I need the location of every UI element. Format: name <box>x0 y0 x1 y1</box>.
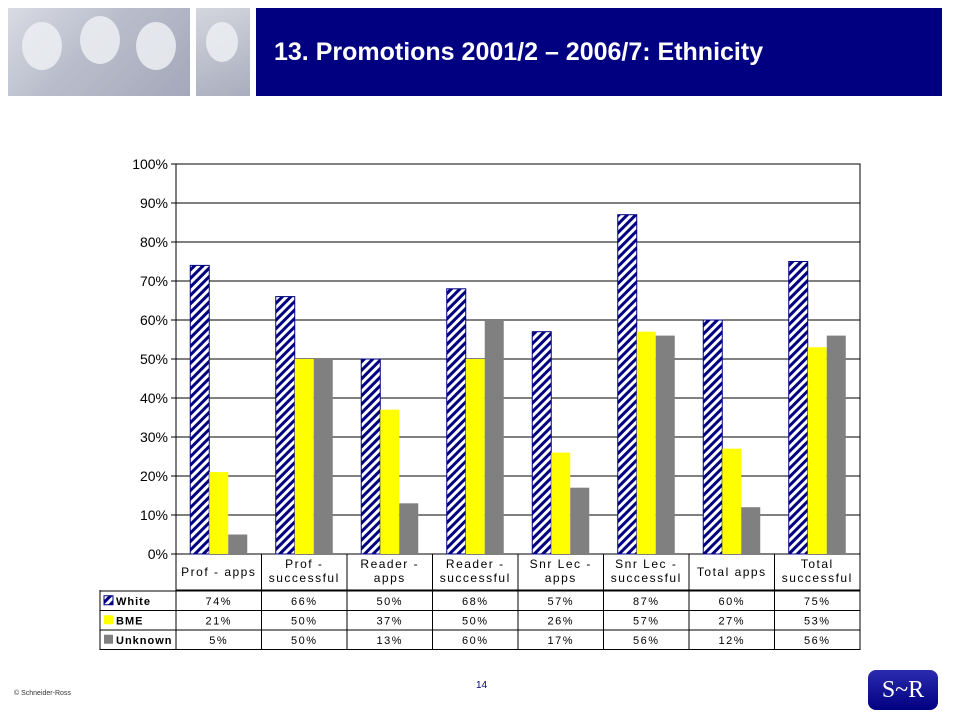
data-table-value: 12% <box>718 635 745 647</box>
y-tick-label: 0% <box>148 546 168 562</box>
category-label: successful <box>440 571 511 585</box>
bar-white <box>788 261 809 555</box>
copyright-notice: © Schneider-Ross <box>14 690 71 697</box>
category-label: successful <box>611 571 682 585</box>
data-table-value: 50% <box>376 596 403 608</box>
legend-label: Unknown <box>116 635 173 647</box>
bar-unknown <box>826 335 846 554</box>
data-table-value: 74% <box>205 596 232 608</box>
legend-key-bme <box>104 615 113 625</box>
legend-key-white <box>103 595 114 606</box>
bar-white <box>702 319 723 555</box>
bar-unknown <box>741 507 761 554</box>
data-table-value: 50% <box>291 615 318 627</box>
category-label: Prof - <box>285 557 323 571</box>
data-table-value: 50% <box>462 615 489 627</box>
title-banner: 13. Promotions 2001/2 – 2006/7: Ethnicit… <box>256 8 942 96</box>
bar-unknown <box>570 487 590 554</box>
y-tick-label: 90% <box>140 195 168 211</box>
category-label: successful <box>269 571 340 585</box>
data-table-value: 60% <box>462 635 489 647</box>
bar-white <box>446 288 467 555</box>
y-tick-label: 30% <box>140 429 168 445</box>
y-tick-label: 50% <box>140 351 168 367</box>
bar-white <box>360 358 381 555</box>
category-label: Prof - apps <box>181 565 256 579</box>
data-table-value: 37% <box>376 615 403 627</box>
sr-logo: S~R <box>868 670 938 710</box>
y-tick-label: 10% <box>140 507 168 523</box>
data-table-value: 21% <box>205 615 232 627</box>
category-label: Snr Lec - <box>530 557 592 571</box>
data-table-value: 50% <box>291 635 318 647</box>
y-tick-label: 60% <box>140 312 168 328</box>
data-table-value: 75% <box>804 596 831 608</box>
category-label: Snr Lec - <box>615 557 677 571</box>
bar-unknown <box>484 320 504 554</box>
data-table-value: 68% <box>462 596 489 608</box>
y-tick-label: 70% <box>140 273 168 289</box>
legend-key-unknown <box>104 634 113 644</box>
data-table-value: 66% <box>291 596 318 608</box>
data-table-value: 57% <box>547 596 574 608</box>
bar-white <box>617 214 638 555</box>
bar-bme <box>209 472 229 554</box>
data-table-value: 5% <box>209 635 228 647</box>
legend-label: BME <box>116 615 143 627</box>
data-table-value: 87% <box>633 596 660 608</box>
bar-bme <box>380 409 400 554</box>
bar-bme <box>722 448 742 554</box>
y-tick-label: 20% <box>140 468 168 484</box>
category-label: Total <box>801 557 834 571</box>
bar-bme <box>465 359 485 554</box>
data-table-value: 53% <box>804 615 831 627</box>
bar-bme <box>636 331 656 554</box>
bar-bme <box>807 347 827 554</box>
category-label: successful <box>782 571 853 585</box>
data-table-value: 27% <box>718 615 745 627</box>
data-table-value: 17% <box>547 635 574 647</box>
data-table-value: 56% <box>804 635 831 647</box>
y-tick-label: 40% <box>140 390 168 406</box>
bar-bme <box>294 359 314 554</box>
page-title: 13. Promotions 2001/2 – 2006/7: Ethnicit… <box>274 37 764 66</box>
bar-unknown <box>228 534 248 554</box>
category-label: Total apps <box>697 565 767 579</box>
data-table-value: 56% <box>633 635 660 647</box>
data-table-value: 13% <box>376 635 403 647</box>
y-tick-label: 80% <box>140 234 168 250</box>
category-label: apps <box>545 571 577 585</box>
data-table-value: 60% <box>718 596 745 608</box>
category-label: apps <box>374 571 406 585</box>
bar-white <box>189 264 210 555</box>
legend-label: White <box>116 596 151 608</box>
bar-unknown <box>399 503 419 554</box>
bar-unknown <box>655 335 675 554</box>
bar-white <box>531 331 552 555</box>
header-photo-group <box>8 8 190 96</box>
category-label: Reader - <box>446 557 505 571</box>
data-table-value: 26% <box>547 615 574 627</box>
category-label: Reader - <box>360 557 419 571</box>
bar-white <box>275 296 296 555</box>
data-table-value: 57% <box>633 615 660 627</box>
header-photo-single <box>196 8 250 96</box>
y-tick-label: 100% <box>132 156 168 172</box>
page-number: 14 <box>476 680 488 691</box>
bar-unknown <box>313 359 333 554</box>
bar-bme <box>551 452 571 554</box>
